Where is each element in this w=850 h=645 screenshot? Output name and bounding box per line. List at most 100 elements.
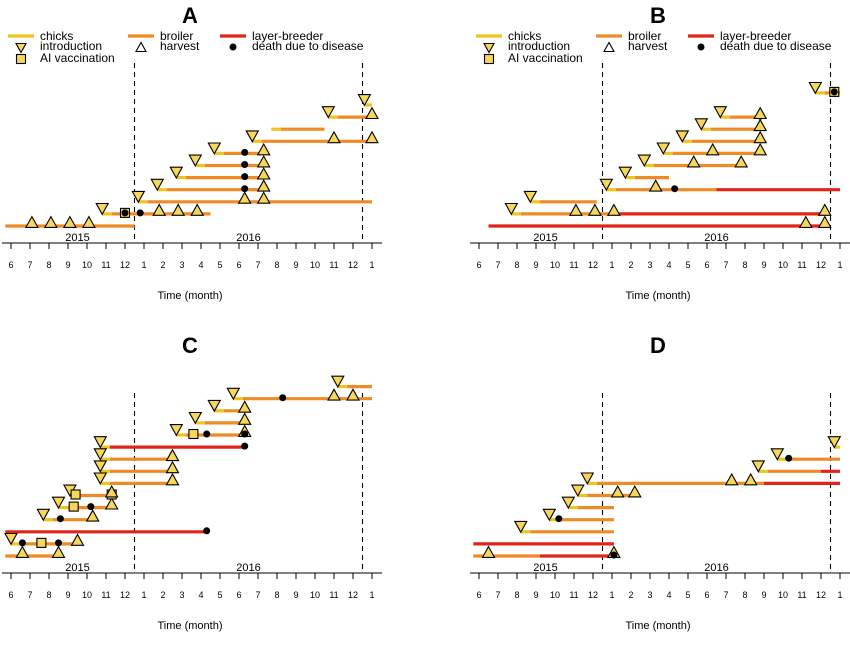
panel-title: A [182,3,198,28]
x-tick-label: 2 [160,260,165,270]
year-label: 2016 [236,562,260,574]
x-tick-label: 2 [628,260,633,270]
legend-label: chicks [40,29,73,43]
death-icon [697,43,705,51]
introduction-marker [523,190,538,204]
x-tick-label: 1 [141,260,146,270]
harvest-marker [256,154,271,168]
year-label: 2015 [533,232,557,244]
x-tick-label: 7 [255,260,260,270]
harvest-icon [135,41,147,53]
harvest-marker [256,142,271,156]
introduction-marker [51,496,66,510]
row-markers [713,106,768,120]
x-tick-label: 2 [160,590,165,600]
legend-label: broiler [628,29,661,43]
flock-rows [488,81,840,228]
x-tick-label: 8 [742,590,747,600]
x-tick-label: 8 [514,260,519,270]
harvest-marker [171,203,186,216]
vaccination-marker [36,537,47,548]
row-markers [504,202,832,216]
row-markers [561,496,576,510]
introduction-marker [751,460,766,473]
legend-label: AI vaccination [40,51,115,65]
vaccination-marker [68,501,79,512]
x-tick-label: 8 [742,260,747,270]
death-marker [121,209,129,217]
row-markers [694,118,768,132]
harvest-marker [753,130,768,144]
harvest-marker [24,215,39,228]
introduction-marker [694,118,709,131]
row-markers [321,106,379,120]
legend-item-broiler: broiler [128,29,193,43]
row-markers [150,178,271,193]
row-markers [808,81,840,97]
introduction-marker [93,436,108,449]
vaccination-marker [188,428,199,440]
year-label: 2016 [236,232,260,244]
x-tick-label: 8 [46,590,51,600]
x-tick-label: 10 [82,260,92,270]
harvest-marker [165,448,180,462]
introduction-marker [561,496,576,510]
x-tick-label: 1 [837,590,842,600]
harvest-marker [85,509,100,522]
harvest-marker [70,533,85,546]
harvest-marker [256,191,271,204]
introduction-marker [188,154,203,168]
row-markers [36,508,100,523]
death-marker [830,88,838,96]
harvest-marker [190,203,205,216]
x-tick-label: 12 [348,260,358,270]
legend-label: broiler [160,29,193,43]
x-tick-label: 5 [217,260,222,270]
harvest-marker [346,388,360,401]
harvest-marker [15,545,30,558]
introduction-marker [599,178,614,192]
row-markers [481,545,621,559]
harvest-marker [753,118,768,132]
row-markers [4,532,85,548]
x-tick-label: 8 [274,260,279,270]
x-tick-label: 7 [723,260,728,270]
row-markers [207,142,271,156]
x-tick-label: 1 [609,590,614,600]
x-tick-label: 5 [217,590,222,600]
introduction-marker [675,130,690,143]
introduction-marker [150,178,165,192]
introduction-marker [827,436,842,449]
x-tick-label: 10 [310,590,320,600]
harvest-marker [817,215,832,228]
harvest-marker [256,179,271,192]
panel-title: B [650,3,666,28]
panel-title: D [650,333,666,358]
x-tick-label: 9 [293,260,298,270]
harvest-marker [237,412,252,425]
vaccination-icon [15,53,27,65]
death-marker [279,394,287,402]
row-markers [93,436,249,450]
row-markers [245,130,379,144]
x-tick-label: 7 [723,590,728,600]
harvest-marker [587,203,602,216]
harvest-marker [237,400,252,413]
x-tick-label: 11 [329,260,338,270]
year-label: 2016 [704,562,728,574]
legend-label: layer-breeder [252,29,323,43]
death-marker [18,539,26,547]
x-tick-label: 12 [816,590,826,600]
row-markers [618,166,633,180]
legend-label: death due to disease [252,39,364,53]
x-tick-label: 4 [198,590,203,600]
x-tick-label: 12 [348,590,358,600]
legend-label: layer-breeder [720,29,791,43]
x-tick-label: 10 [778,260,788,270]
x-tick-label: 4 [666,260,671,270]
legend-item-chicks: chicks [476,29,541,43]
harvest-marker [734,154,749,168]
row-markers [542,508,563,523]
